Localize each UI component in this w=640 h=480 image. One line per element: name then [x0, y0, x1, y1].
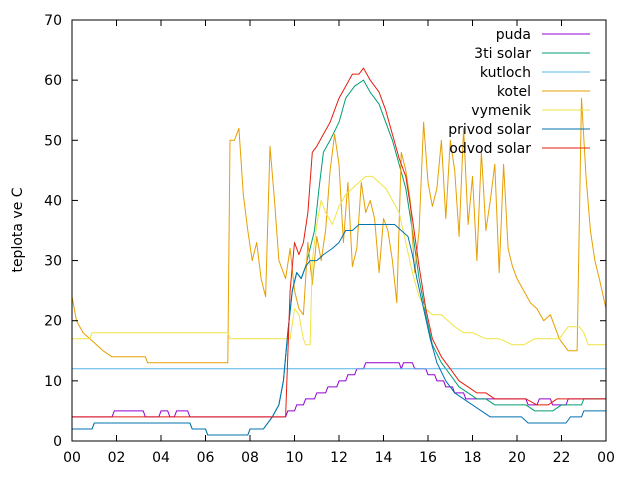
series-line-privod-solar: [72, 224, 606, 436]
series-line-kutloch: [72, 362, 607, 370]
x-tick-label: 18: [464, 450, 482, 466]
y-axis-label: teplota ve C: [10, 187, 26, 272]
x-tick-labels: 00 02 04 06 08 10 12 14 16 18 20 22 00: [63, 450, 615, 466]
series-line-vymenik: [72, 175, 606, 346]
x-tick-label: 00: [63, 450, 81, 466]
y-tick-label: 40: [44, 193, 62, 209]
x-tick-label: 04: [152, 450, 170, 466]
y-tick-label: 50: [44, 133, 62, 149]
legend-label-kotel: kotel: [497, 84, 531, 100]
y-tick-label: 30: [44, 254, 62, 270]
y-tick-label: 20: [44, 314, 62, 330]
series-line-kotel: [71, 97, 607, 364]
axis-ticks: [71, 19, 607, 442]
y-tick-label: 60: [44, 73, 62, 89]
x-tick-label: 16: [419, 450, 437, 466]
legend-label-privod-solar: privod solar: [448, 122, 531, 138]
x-tick-label: 02: [108, 450, 126, 466]
x-tick-label: 06: [197, 450, 215, 466]
y-tick-labels: 0 10 20 30 40 50 60 70: [44, 13, 62, 450]
series-line-puda: [72, 362, 606, 418]
legend-label-vymenik: vymenik: [471, 103, 532, 119]
x-tick-label: 00: [597, 450, 615, 466]
x-tick-label: 12: [330, 450, 348, 466]
y-tick-label: 10: [44, 374, 62, 390]
legend-label-puda: puda: [496, 27, 531, 43]
series-lines: [71, 67, 607, 436]
x-tick-label: 08: [241, 450, 259, 466]
legend-label-kutloch: kutloch: [480, 65, 531, 81]
legend-label-odvod-solar: odvod solar: [449, 141, 531, 157]
x-tick-label: 10: [286, 450, 304, 466]
legend: puda 3ti solar kutloch kotel vymenik privod s…: [448, 27, 590, 157]
x-tick-label: 20: [508, 450, 526, 466]
series-line-odvod-solar: [72, 67, 606, 418]
y-tick-label: 0: [53, 434, 62, 450]
x-tick-label: 22: [553, 450, 571, 466]
x-tick-label: 14: [375, 450, 393, 466]
y-tick-label: 70: [44, 13, 62, 29]
legend-label-3ti-solar: 3ti solar: [474, 46, 531, 62]
